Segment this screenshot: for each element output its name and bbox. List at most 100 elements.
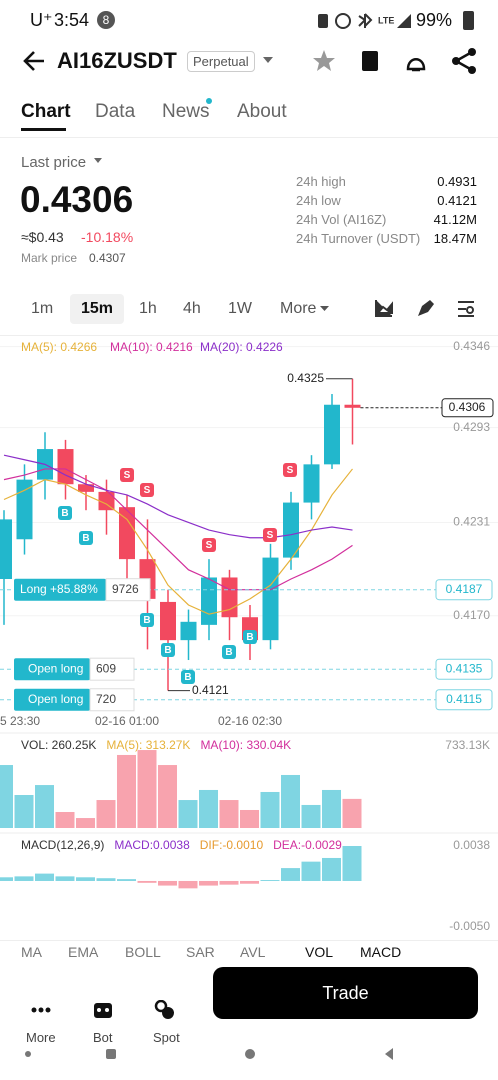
chart-style[interactable]	[375, 300, 393, 317]
bar	[240, 880, 259, 884]
ma-line	[3, 468, 353, 591]
tab[interactable]: Data	[95, 101, 136, 122]
interval[interactable]: 15m	[81, 300, 114, 317]
signal-label: S	[267, 530, 274, 541]
indicator-tab[interactable]: BOLL	[125, 945, 161, 960]
position-price: 0.4135	[446, 661, 483, 675]
signal-label: S	[144, 485, 151, 496]
signal-label: S	[287, 465, 294, 476]
signal-badge	[58, 506, 72, 520]
candle-body	[201, 577, 217, 625]
alert[interactable]	[406, 58, 426, 72]
candle-body	[16, 479, 33, 540]
tab[interactable]: Chart	[21, 101, 71, 122]
bar	[76, 818, 95, 828]
news-dot	[206, 98, 212, 104]
ma-line	[3, 468, 353, 615]
bar	[117, 754, 136, 828]
notes[interactable]	[362, 51, 378, 71]
nav-item[interactable]: Spot	[153, 1030, 180, 1045]
nav-item[interactable]: More	[26, 1030, 56, 1045]
candle-body	[0, 519, 12, 580]
bar	[35, 873, 54, 881]
signal-badge	[181, 670, 195, 684]
bar	[137, 880, 157, 883]
y-tick-label: 0.0038	[453, 838, 490, 852]
draw-tool[interactable]	[418, 300, 434, 316]
signal-label: B	[246, 632, 253, 643]
legend-entry: MA(5): 0.4266	[21, 340, 97, 354]
bar	[137, 750, 157, 828]
bar	[281, 774, 300, 828]
status-icons: LTE	[318, 13, 411, 29]
indicator-tab[interactable]: AVL	[240, 945, 266, 960]
stat-value: 0.4121	[437, 193, 477, 208]
interval[interactable]: More	[280, 300, 317, 317]
stat-label: 24h high	[296, 174, 346, 189]
symbol-dropdown[interactable]	[262, 56, 274, 64]
back-button[interactable]	[22, 50, 46, 72]
last-price-label[interactable]: Last price	[21, 154, 87, 171]
mark-price-label: Mark price	[21, 251, 78, 265]
stat-value: 0.4931	[437, 174, 477, 189]
tab[interactable]: About	[237, 101, 287, 122]
interval[interactable]: 4h	[183, 300, 201, 317]
legend-entry: VOL: 260.25K	[21, 738, 96, 752]
indicator-tab[interactable]: SAR	[186, 945, 215, 960]
share[interactable]	[452, 48, 476, 74]
indicator-bar: MA EMA BOLL SAR AVL VOL MACD	[0, 945, 498, 961]
candle-body	[344, 404, 361, 408]
indicator-tab[interactable]: VOL	[305, 945, 334, 960]
favorite[interactable]	[313, 50, 335, 71]
y-tick-label: -0.0050	[449, 919, 490, 933]
clock: 3:54	[54, 10, 90, 30]
carrier: U⁺	[30, 10, 53, 30]
y-tick-label: 0.4170	[453, 608, 490, 622]
bar	[55, 876, 75, 881]
dropdown	[94, 158, 102, 163]
last-price: 0.4306	[20, 179, 134, 220]
dropdown	[320, 306, 329, 311]
stat-label: 24h Vol (AI16Z)	[296, 212, 387, 227]
candle-body	[160, 601, 176, 641]
mark-price: 0.4307	[89, 251, 126, 265]
position-price-box	[435, 579, 493, 601]
legend-entry: MA(20): 0.4226	[200, 340, 283, 354]
interval[interactable]: 1W	[228, 300, 252, 317]
header-actions	[313, 48, 476, 74]
interval[interactable]: 1m	[31, 300, 54, 317]
kline-chart: 0.4346 0.4293 0.4231 0.4170 5 23:30 02-16 01:…	[0, 339, 498, 933]
indicator-tab[interactable]: MA	[21, 945, 42, 960]
bar	[96, 800, 116, 828]
bar	[117, 879, 136, 881]
position-qty: 720	[96, 692, 116, 706]
bar	[260, 880, 280, 881]
low-label: 0.4121	[192, 683, 229, 697]
signal-badge	[263, 528, 277, 542]
bar	[301, 804, 321, 828]
bar	[0, 877, 13, 881]
candle-body	[98, 491, 115, 511]
interval[interactable]: 1h	[139, 300, 157, 317]
nav-item[interactable]: Bot	[93, 1030, 113, 1045]
settings[interactable]	[458, 301, 474, 317]
position-qty: 9726	[112, 582, 139, 596]
x-tick-label: 02-16 01:00	[95, 714, 159, 728]
trade-button[interactable]: Trade	[213, 967, 478, 1019]
indicator-tab[interactable]: EMA	[68, 945, 99, 960]
system-nav	[25, 1048, 393, 1060]
candle-body	[303, 464, 320, 503]
position-label-box	[14, 578, 106, 601]
divider	[0, 335, 498, 336]
bar	[322, 857, 341, 881]
price-change: -10.18%	[81, 229, 134, 245]
tab[interactable]: News	[162, 101, 210, 122]
candle-body	[262, 557, 279, 641]
candle-body	[78, 484, 94, 492]
legend-entry: DEA:-0.0029	[273, 838, 342, 852]
indicator-tab[interactable]: MACD	[360, 945, 402, 960]
signal-label: B	[164, 645, 171, 656]
divider	[0, 940, 498, 941]
chart-tools	[375, 300, 474, 317]
signal-badge	[79, 531, 93, 545]
